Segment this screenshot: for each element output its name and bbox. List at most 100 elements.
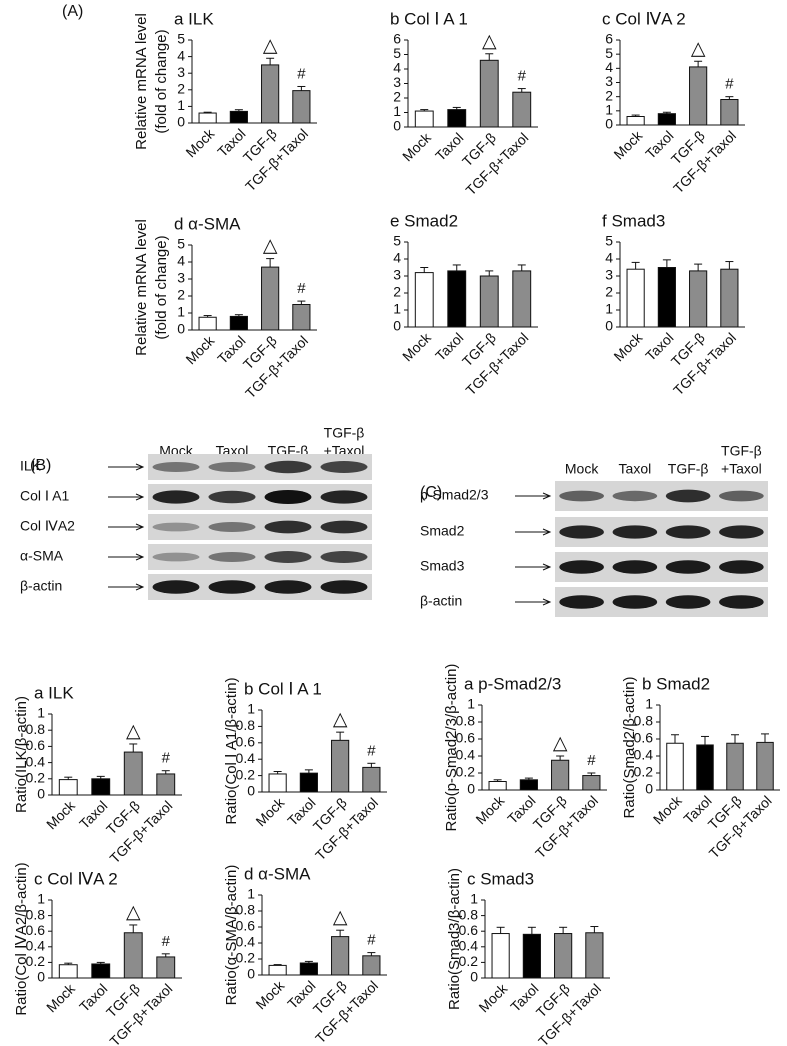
y-tick-label: 0.4 <box>634 747 654 763</box>
bar <box>689 270 708 328</box>
significance-marker: # <box>725 76 734 93</box>
bar <box>720 268 739 328</box>
y-tick-label: 0.2 <box>236 950 256 966</box>
y-tick-label: 0 <box>605 116 613 132</box>
arrow-head <box>542 563 552 571</box>
blot-band <box>719 525 764 539</box>
y-tick-label: 0.4 <box>236 934 256 950</box>
y-tick-label: 0.2 <box>456 764 476 780</box>
y-tick-label: 0.6 <box>236 734 256 750</box>
bar <box>585 932 604 979</box>
bar <box>362 766 381 793</box>
y-tick-label: 4 <box>177 47 185 63</box>
y-tick-label: 0.8 <box>236 902 256 918</box>
significance-marker: # <box>367 742 376 759</box>
chart-title: c Smad3 <box>467 869 534 888</box>
blot-band <box>152 552 200 562</box>
blot-band <box>559 525 604 539</box>
blot-band <box>264 490 312 504</box>
x-tick-label: Mock <box>472 792 508 828</box>
bar <box>123 932 143 979</box>
y-tick-label: 0 <box>467 781 475 797</box>
arrow-head <box>135 583 145 591</box>
y-tick-label: 0 <box>247 783 255 799</box>
y-tick-label: 3 <box>393 267 401 283</box>
y-tick-label: 0.8 <box>459 906 479 922</box>
arrow-head <box>542 528 552 536</box>
bar <box>299 962 318 976</box>
significance-marker: # <box>587 752 596 769</box>
arrow-head <box>135 553 145 561</box>
y-tick-label: 0.8 <box>456 713 476 729</box>
bar <box>331 936 350 976</box>
y-tick-label: 0.2 <box>459 953 479 969</box>
chart-title: a p-Smad2/3 <box>464 674 561 693</box>
blot-row-label: β-actin <box>420 593 462 609</box>
bar <box>756 741 774 791</box>
y-tick-label: 1 <box>247 701 255 717</box>
x-tick-label: Mock <box>399 129 435 165</box>
bar <box>261 266 280 331</box>
lane-label: Taxol <box>619 461 652 477</box>
blot-band <box>719 595 764 609</box>
bar <box>554 933 573 979</box>
arrow-head <box>135 463 145 471</box>
blot-band <box>612 525 658 539</box>
y-axis-label: Ratio(p-Smad2/3/β-actin) <box>443 664 460 832</box>
blot-band <box>208 522 256 532</box>
panel-label: (A) <box>62 3 83 20</box>
y-tick-label: 0.2 <box>26 953 46 969</box>
y-tick-label: 0 <box>393 318 401 334</box>
blot-band <box>320 580 368 594</box>
chart-title: c Col ⅣA 2 <box>602 9 686 28</box>
y-tick-label: 4 <box>605 250 613 266</box>
bar <box>522 933 541 979</box>
bar <box>512 91 532 128</box>
bar <box>414 110 434 128</box>
bar <box>229 315 248 331</box>
bar <box>512 270 532 328</box>
y-axis-label: Relative mRNA level <box>133 13 150 150</box>
blot-band <box>208 490 256 504</box>
blot-band <box>559 490 604 502</box>
blot-band <box>320 490 368 504</box>
bar <box>331 739 350 793</box>
blot-band <box>152 580 200 594</box>
blot-band <box>612 595 658 609</box>
y-tick-label: 0.4 <box>459 938 479 954</box>
y-tick-label: 5 <box>393 45 401 61</box>
x-tick-label: Mock <box>610 127 646 163</box>
significance-marker: # <box>518 68 527 85</box>
blot-band <box>612 490 658 502</box>
blot-band <box>320 520 368 534</box>
y-axis-label: Ratio(Smad3/β-actin) <box>446 868 463 1010</box>
blot-band <box>559 560 604 574</box>
bar <box>626 116 645 126</box>
significance-marker: △ <box>553 733 568 754</box>
y-tick-label: 1 <box>37 891 45 907</box>
x-tick-label: Mock <box>650 792 686 828</box>
y-tick-label: 0.8 <box>634 713 654 729</box>
bar <box>91 963 111 979</box>
bar <box>58 964 78 979</box>
y-tick-label: 0 <box>470 969 478 985</box>
y-tick-label: 1 <box>605 301 613 317</box>
arrow-head <box>135 523 145 531</box>
y-tick-label: 0 <box>393 118 401 134</box>
y-tick-label: 0.6 <box>26 922 46 938</box>
bar <box>491 933 510 979</box>
y-tick-label: 0.6 <box>634 730 654 746</box>
lane-label: Mock <box>565 461 599 477</box>
y-tick-label: 1 <box>467 696 475 712</box>
significance-marker: △ <box>263 35 278 56</box>
y-tick-label: 0.4 <box>236 750 256 766</box>
lane-label: TGF-β <box>324 425 365 441</box>
blot-row-label: β-actin <box>20 578 62 594</box>
y-tick-label: 0.6 <box>26 737 46 753</box>
x-tick-label: Mock <box>252 794 288 830</box>
y-tick-label: 0.4 <box>456 747 476 763</box>
significance-marker: △ <box>126 902 141 923</box>
panel-label: (B) <box>30 457 51 474</box>
y-tick-label: 0 <box>645 781 653 797</box>
blot-band <box>208 580 256 594</box>
